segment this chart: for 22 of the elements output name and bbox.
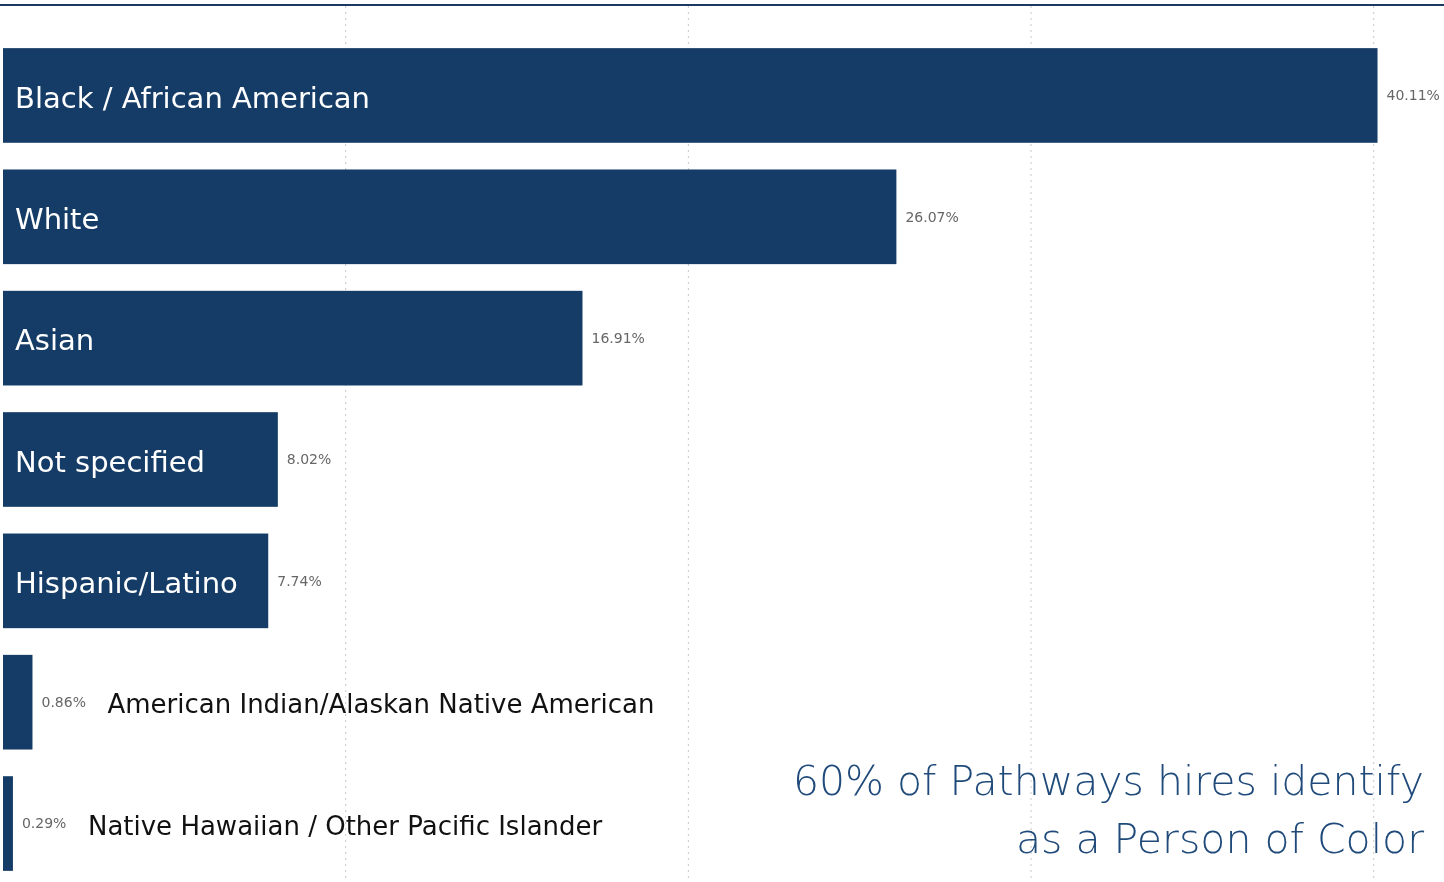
data-label: 0.29% xyxy=(21,815,67,832)
data-label: 16.91% xyxy=(591,330,645,347)
y-tick-label: Native Hawaiian / Other Pacific Islander xyxy=(87,810,603,841)
data-label: 26.07% xyxy=(905,208,959,225)
data-label: 7.74% xyxy=(277,572,322,589)
bar xyxy=(3,169,897,265)
data-label: 8.02% xyxy=(286,451,332,468)
y-tick-label: White xyxy=(15,201,100,236)
data-label: 40.11% xyxy=(1386,87,1440,104)
y-tick-label: Asian xyxy=(15,323,95,358)
y-tick-label: Black / African American xyxy=(15,80,370,115)
y-tick-label: American Indian/Alaskan Native American xyxy=(107,689,655,720)
bar xyxy=(3,412,278,507)
bar xyxy=(3,654,33,750)
y-tick-label: Hispanic/Latino xyxy=(15,566,238,600)
bar xyxy=(3,290,583,386)
data-label: 0.86% xyxy=(41,694,86,711)
y-tick-label: Not specified xyxy=(15,444,205,479)
annotation: 60% of Pathways hires identify as a Person of Color xyxy=(792,757,1425,863)
bar xyxy=(3,776,13,871)
bar xyxy=(3,48,1378,143)
bar xyxy=(3,533,269,629)
